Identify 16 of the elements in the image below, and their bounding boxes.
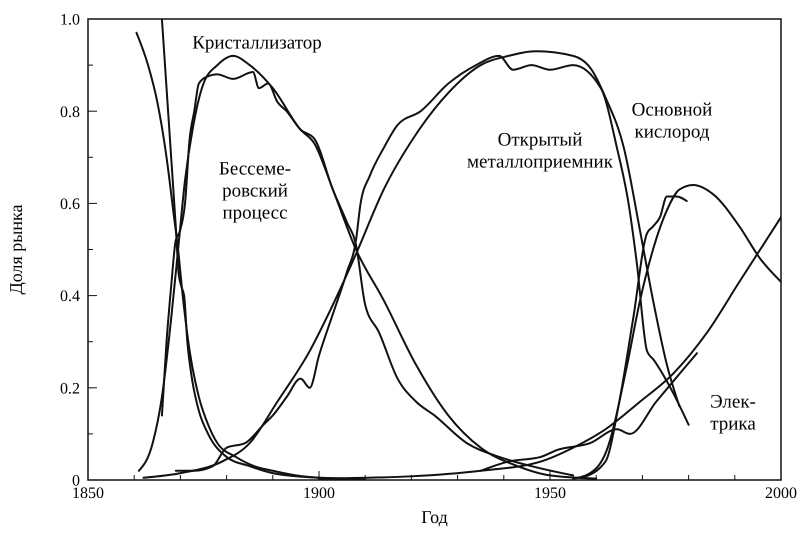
y-tick-label: 0.8 bbox=[60, 104, 80, 121]
annotation: Кристаллизатор bbox=[192, 32, 322, 54]
y-tick-label: 0.6 bbox=[60, 196, 80, 213]
y-tick-label: 1.0 bbox=[60, 12, 80, 29]
x-tick-label: 1950 bbox=[534, 485, 566, 502]
x-tick-label: 1850 bbox=[72, 485, 104, 502]
annotation: Элек- трика bbox=[710, 392, 756, 435]
y-tick-label: 0.2 bbox=[60, 380, 80, 398]
annotation: Бессеме- ровский процесс bbox=[218, 158, 292, 224]
annotation: Основной кислород bbox=[632, 100, 712, 143]
y-axis-title: Доля рынка bbox=[6, 204, 26, 294]
x-axis-title: Год bbox=[421, 507, 448, 527]
x-tick-label: 2000 bbox=[765, 485, 797, 502]
annotation: Открытый металлоприемник bbox=[467, 130, 614, 173]
x-tick-label: 1900 bbox=[303, 485, 335, 502]
y-tick-label: 0.4 bbox=[60, 288, 80, 306]
